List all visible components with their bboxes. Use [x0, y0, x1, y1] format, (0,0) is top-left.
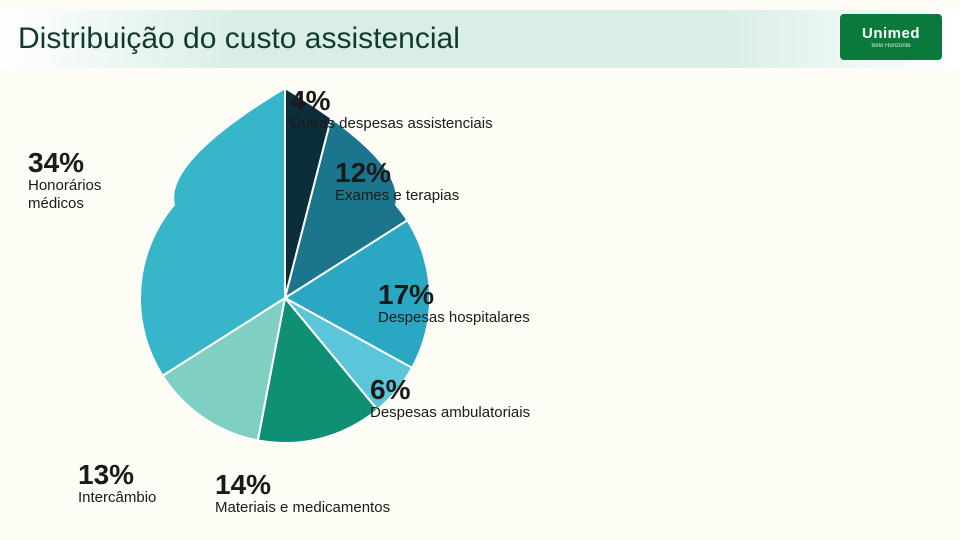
label-materiais: 14% Materiais e medicamentos: [215, 470, 390, 517]
desc-ambul: Despesas ambulatoriais: [370, 404, 530, 421]
desc-materiais: Materiais e medicamentos: [215, 499, 390, 516]
label-hospital: 17% Despesas hospitalares: [378, 280, 530, 327]
pct-materiais: 14%: [215, 470, 390, 499]
logo-text: Unimed: [862, 25, 920, 42]
label-exames: 12% Exames e terapias: [335, 158, 459, 205]
desc-exames: Exames e terapias: [335, 187, 459, 204]
pct-ambul: 6%: [370, 375, 530, 404]
page-title: Distribuição do custo assistencial: [18, 22, 460, 56]
desc-outras: Outras despesas assistenciais: [290, 115, 493, 132]
brand-logo: Unimed Belo Horizonte: [840, 14, 942, 60]
slide: Distribuição do custo assistencial Unime…: [0, 0, 960, 540]
pct-honorarios: 34%: [28, 148, 101, 177]
pct-exames: 12%: [335, 158, 459, 187]
label-honorarios: 34% Honorários médicos: [28, 148, 101, 212]
label-ambul: 6% Despesas ambulatoriais: [370, 375, 530, 422]
label-intercambio: 13% Intercâmbio: [78, 460, 156, 507]
desc-hospital: Despesas hospitalares: [378, 309, 530, 326]
desc-intercambio: Intercâmbio: [78, 489, 156, 506]
pct-hospital: 17%: [378, 280, 530, 309]
pct-intercambio: 13%: [78, 460, 156, 489]
pct-outras: 4%: [290, 86, 493, 115]
label-outras: 4% Outras despesas assistenciais: [290, 86, 493, 133]
desc-honorarios: Honorários médicos: [28, 177, 101, 212]
logo-subtext: Belo Horizonte: [871, 43, 910, 49]
title-bar: Distribuição do custo assistencial: [0, 10, 960, 68]
